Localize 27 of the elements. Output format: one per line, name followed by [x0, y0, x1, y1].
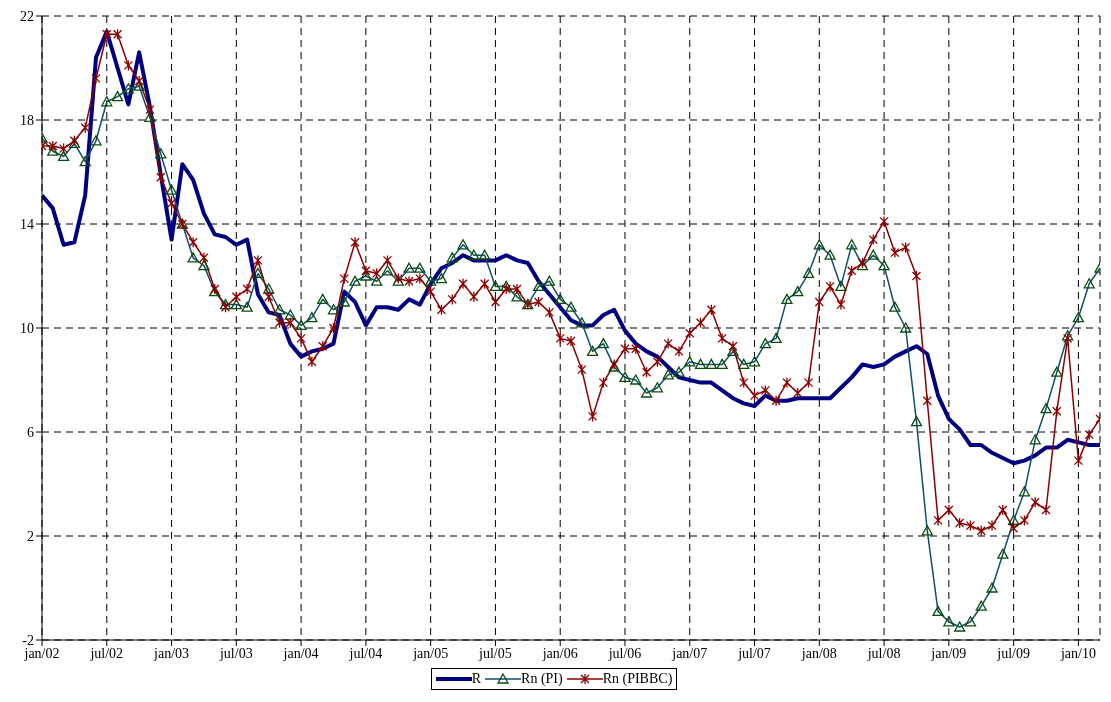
x-tick-label: jul/03: [218, 645, 253, 661]
x-tick-label: jul/09: [996, 645, 1030, 661]
x-tick-label: jul/07: [737, 645, 771, 661]
y-tick-label: 6: [27, 424, 34, 440]
x-tick-label: jan/10: [1059, 645, 1096, 661]
x-tick-label: jan/02: [23, 645, 60, 661]
x-tick-label: jul/02: [89, 645, 124, 661]
y-tick-label: 10: [20, 320, 34, 336]
legend-label: Rn (PIBBC): [602, 671, 673, 687]
y-tick-label: 22: [20, 8, 34, 24]
legend-label: R: [471, 671, 482, 687]
x-tick-label: jan/04: [282, 645, 319, 661]
y-tick-label: 14: [20, 216, 34, 232]
legend-label: Rn (PI): [521, 671, 563, 687]
x-tick-label: jan/08: [800, 645, 837, 661]
x-tick-label: jan/07: [671, 645, 708, 661]
x-tick-label: jan/09: [930, 645, 967, 661]
y-tick-label: 18: [20, 112, 34, 128]
x-tick-label: jul/05: [478, 645, 512, 661]
x-tick-label: jul/06: [607, 645, 642, 661]
x-tick-label: jan/06: [541, 645, 578, 661]
y-tick-label: -2: [22, 632, 34, 648]
y-tick-label: 2: [27, 528, 34, 544]
x-tick-label: jul/08: [866, 645, 901, 661]
x-tick-label: jul/04: [348, 645, 383, 661]
x-tick-label: jan/05: [412, 645, 449, 661]
x-tick-label: jan/03: [153, 645, 190, 661]
